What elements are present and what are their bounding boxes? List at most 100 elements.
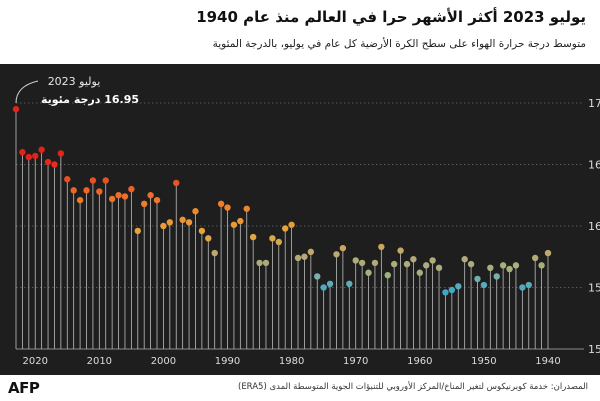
x-tick-label: 1990 (215, 356, 240, 367)
lollipop-point (147, 192, 154, 199)
lollipop-point (269, 235, 276, 242)
lollipop-point (83, 187, 90, 194)
lollipop-point (166, 219, 174, 226)
lollipop-point (538, 262, 545, 269)
lollipop-point (38, 146, 45, 153)
lollipop-point (179, 216, 186, 224)
lollipop-point (153, 196, 161, 204)
lollipop-point (25, 153, 33, 161)
footer: AFP المصدران: خدمة كوبرنيكوس لتغير المنا… (0, 375, 600, 401)
annotation-leader-line (15, 80, 39, 104)
y-tick-label: 17 (588, 97, 600, 110)
lollipop-point (474, 275, 481, 283)
x-tick-label: 1960 (407, 356, 432, 367)
lollipop-point (140, 200, 148, 208)
lollipop-point (134, 227, 141, 235)
x-tick-label: 2010 (87, 356, 112, 367)
lollipop-point (384, 272, 391, 279)
lollipop-point (243, 205, 250, 212)
lollipop-point (448, 286, 456, 294)
y-tick-label: 16 (588, 220, 600, 233)
lollipop-point (288, 221, 295, 228)
x-tick-label: 1980 (279, 356, 304, 367)
lollipop-point (76, 196, 84, 204)
annotation-label-month: يوليو 2023 (48, 75, 101, 88)
lollipop-point (461, 256, 468, 263)
lollipop-point (102, 177, 109, 184)
lollipop-point (294, 254, 302, 262)
lollipop-point (371, 259, 379, 267)
lollipop-point (435, 264, 443, 272)
lollipop-point (282, 225, 289, 232)
lollipop-point (416, 269, 424, 276)
lollipop-point (211, 249, 218, 257)
lollipop-point (70, 187, 77, 194)
lollipop-point (217, 200, 225, 208)
lollipop-point (198, 227, 206, 235)
lollipop-point (12, 105, 20, 113)
lollipop-point (230, 221, 238, 228)
lollipop-point (506, 265, 513, 273)
lollipop-point (160, 222, 167, 230)
x-tick-label: 2020 (23, 356, 48, 367)
lollipop-point (423, 262, 430, 269)
lollipop-point (397, 247, 404, 254)
lollipop-point (192, 208, 199, 215)
lollipop-point (544, 249, 552, 257)
source-note: المصدران: خدمة كوبرنيكوس لتغير المناخ/ال… (237, 382, 588, 392)
lollipop-point (531, 254, 539, 262)
lollipop-point (51, 161, 58, 168)
lollipop-point (262, 259, 270, 267)
lollipop-point (108, 195, 116, 203)
lollipop-point (442, 289, 449, 296)
lollipop-point (64, 176, 71, 183)
afp-logo: AFP (8, 379, 40, 397)
lollipop-point (32, 152, 39, 160)
chart-title: يوليو 2023 أكثر الأشهر حرا في العالم منذ… (196, 8, 586, 26)
x-tick-label: 1940 (535, 356, 560, 367)
lollipop-point (249, 233, 257, 241)
lollipop-point (352, 257, 359, 264)
lollipop-point (44, 158, 52, 166)
lollipop-point (410, 256, 417, 263)
lollipop-point (455, 283, 462, 290)
x-tick-label: 2000 (151, 356, 176, 367)
y-tick-label: 15 (588, 343, 600, 356)
y-tick-label: 16.5 (588, 159, 600, 172)
lollipop-point (237, 217, 244, 225)
lollipop-point (403, 260, 411, 268)
lollipop-chart: 15 15.5 16 16.5 17 2020 2010 2000 1990 1980 1970 1… (12, 75, 600, 367)
lollipop-point (256, 259, 263, 267)
lollipop-point (307, 248, 315, 256)
chart-panel: 15 15.5 16 16.5 17 2020 2010 2000 1990 1980 1970 1… (0, 64, 600, 375)
lollipop-point (57, 150, 65, 157)
lollipop-point (314, 273, 321, 280)
lollipop-point (525, 281, 532, 289)
lollipop-point (429, 257, 436, 264)
lollipop-point (390, 260, 398, 268)
lollipop-point (19, 149, 26, 156)
x-tick-label: 1950 (471, 356, 496, 367)
lollipop-point (358, 259, 366, 267)
lollipop-point (519, 284, 526, 291)
lollipop-point (173, 179, 180, 187)
lollipop-point (96, 188, 103, 195)
lollipop-point (365, 269, 372, 276)
lollipop-point (128, 185, 135, 193)
lollipop-point (205, 235, 212, 242)
lollipop-point (487, 264, 494, 272)
lollipop-point (326, 280, 334, 288)
lollipop-point (115, 192, 122, 199)
lollipop-point (378, 243, 385, 251)
chart-subtitle: متوسط درجة حرارة الهواء على سطح الكرة ال… (212, 38, 586, 50)
lollipop-point (493, 273, 500, 280)
lollipop-point (467, 260, 475, 268)
lollipop-point (333, 251, 340, 258)
lollipop-point (339, 244, 347, 252)
lollipop-point (89, 177, 97, 184)
lollipop-point (480, 281, 488, 289)
lollipop-point (224, 204, 231, 211)
lollipop-point (121, 193, 129, 200)
lollipop-point (301, 253, 308, 260)
lollipop-point (512, 262, 520, 269)
